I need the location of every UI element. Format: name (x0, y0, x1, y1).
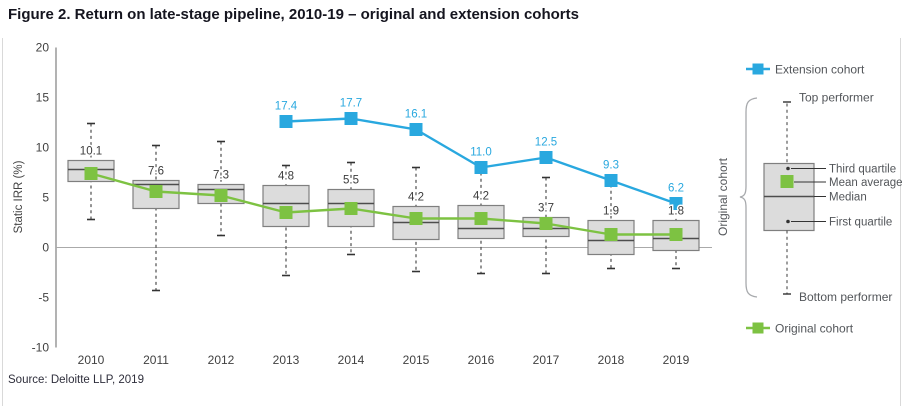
y-tick-label: 0 (42, 241, 49, 255)
first-quartile-label: First quartile (829, 217, 892, 229)
original-label-2012: 7.3 (213, 170, 229, 182)
extension-point-2014 (344, 112, 358, 125)
original-label-2013: 4.8 (278, 171, 294, 183)
original-label-2016: 4.2 (473, 191, 489, 203)
original-cohort-brace (739, 97, 758, 298)
x-tick-label-2013: 2013 (273, 353, 300, 367)
extension-point-2015 (409, 123, 423, 136)
top-performer-label: Top performer (799, 91, 874, 105)
x-tick-label-2015: 2015 (403, 353, 430, 367)
original-point-2013 (279, 206, 293, 219)
y-tick-label: 5 (42, 191, 49, 205)
extension-label-2013: 17.4 (275, 101, 298, 113)
mean-average-label: Mean average (829, 177, 902, 189)
original-point-2014 (344, 202, 358, 215)
original-cohort-group-label: Original cohort (716, 157, 730, 236)
original-point-2010 (84, 167, 98, 180)
first-quartile-dot (786, 219, 790, 224)
x-tick-label-2018: 2018 (598, 353, 625, 367)
original-legend-swatch (752, 322, 764, 334)
extension-point-2017 (539, 151, 553, 164)
extension-label-2014: 17.7 (340, 98, 362, 110)
extension-point-2016 (474, 161, 488, 174)
extension-label-2018: 9.3 (603, 160, 619, 172)
original-label-2010: 10.1 (80, 146, 102, 158)
extension-point-2019 (669, 197, 683, 210)
y-tick-label: 20 (36, 41, 50, 55)
extension-point-2018 (604, 174, 618, 187)
x-tick-label-2011: 2011 (143, 353, 169, 367)
extension-legend-label: Extension cohort (775, 63, 865, 77)
extension-label-2016: 11.0 (470, 147, 492, 159)
original-point-2016 (474, 212, 488, 225)
x-tick-label-2019: 2019 (663, 353, 690, 367)
source-note: Source: Deloitte LLP, 2019 (8, 374, 144, 386)
original-point-2015 (409, 212, 423, 225)
x-tick-label-2016: 2016 (468, 353, 495, 367)
y-tick-label: -5 (38, 291, 49, 305)
x-tick-label-2012: 2012 (208, 353, 235, 367)
x-tick-label-2010: 2010 (78, 353, 105, 367)
figure-title: Figure 2. Return on late-stage pipeline,… (8, 6, 579, 23)
extension-label-2015: 16.1 (405, 109, 427, 121)
y-tick-label: -10 (32, 341, 50, 355)
original-legend-label: Original cohort (775, 322, 854, 336)
x-tick-label-2014: 2014 (338, 353, 365, 367)
x-tick-label-2017: 2017 (533, 353, 560, 367)
y-axis-title: Static IRR (%) (13, 160, 25, 233)
legend-mean-swatch (780, 175, 794, 188)
original-point-2011 (149, 185, 163, 198)
extension-label-2017: 12.5 (535, 137, 557, 149)
bottom-performer-label: Bottom performer (799, 290, 892, 304)
third-quartile-label: Third quartile (829, 164, 896, 176)
y-tick-label: 10 (36, 141, 50, 155)
extension-point-2013 (279, 115, 293, 128)
original-label-2014: 5.5 (343, 175, 359, 187)
y-tick-label: 15 (36, 91, 50, 105)
original-label-2015: 4.2 (408, 192, 424, 204)
extension-legend-swatch (752, 63, 764, 75)
original-point-2019 (669, 228, 683, 241)
third-quartile-dot (786, 166, 790, 171)
original-label-2011: 7.6 (148, 166, 164, 178)
original-label-2017: 3.7 (538, 203, 554, 215)
original-point-2012 (214, 189, 228, 202)
extension-label-2019: 6.2 (668, 183, 684, 195)
original-cohort-line (90, 172, 676, 236)
median-label: Median (829, 192, 867, 204)
original-label-2018: 1.9 (603, 206, 619, 218)
original-label-2019: 1.8 (668, 206, 684, 218)
original-point-2018 (604, 228, 618, 241)
original-point-2017 (539, 217, 553, 230)
